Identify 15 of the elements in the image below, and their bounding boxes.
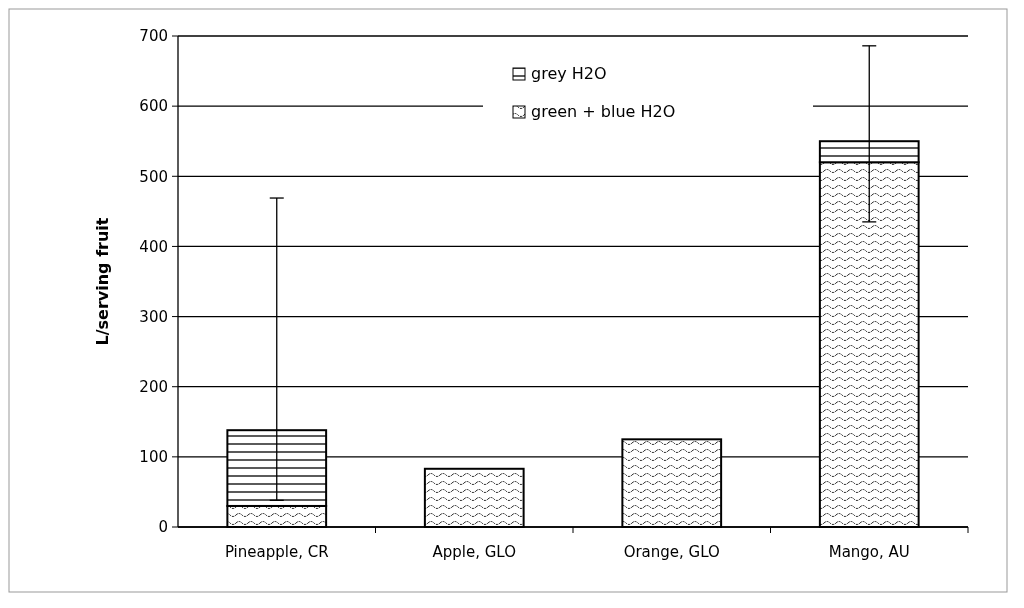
y-tick-label: 100 xyxy=(139,448,168,467)
y-tick-label: 600 xyxy=(139,97,168,116)
y-tick-label: 500 xyxy=(139,167,168,186)
legend-label: green + blue H2O xyxy=(531,102,676,121)
y-tick-label: 200 xyxy=(139,377,168,396)
y-tick-label: 700 xyxy=(139,27,168,46)
x-tick-label: Pineapple, CR xyxy=(224,543,329,561)
legend-label: grey H2O xyxy=(531,64,607,83)
y-tick-label: 0 xyxy=(158,518,168,537)
y-axis-title: L/serving fruit xyxy=(93,217,112,346)
x-tick-label: Mango, AU xyxy=(828,543,910,561)
y-tick-label: 400 xyxy=(139,237,168,256)
x-tick-label: Apple, GLO xyxy=(432,543,516,561)
y-tick-label: 300 xyxy=(139,307,168,326)
x-tick-label: Orange, GLO xyxy=(623,543,720,561)
